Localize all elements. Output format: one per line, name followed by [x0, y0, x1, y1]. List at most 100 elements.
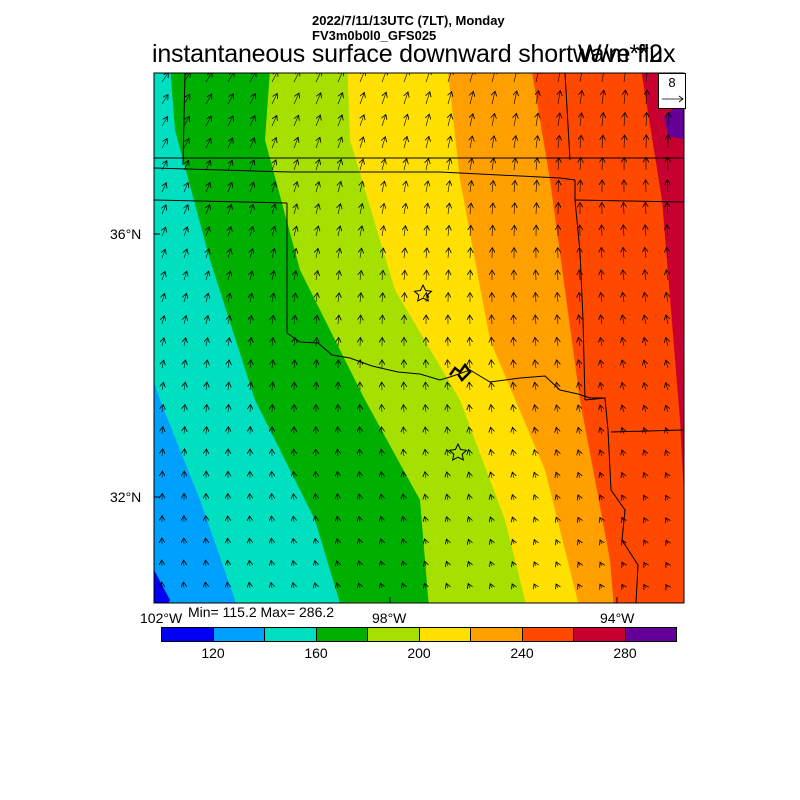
- wind-arrow: [514, 91, 517, 105]
- wind-arrow: [402, 583, 404, 588]
- wind-arrow: [338, 338, 339, 347]
- wind-arrow: [162, 249, 165, 259]
- wind-arrow: [491, 427, 492, 435]
- wind-arrow: [250, 315, 252, 325]
- wind-arrow: [578, 495, 580, 500]
- wind-arrow: [668, 112, 669, 127]
- wind-arrow: [534, 427, 536, 435]
- wind-arrow: [294, 315, 295, 325]
- wind-arrow: [469, 472, 470, 479]
- wind-arrow: [249, 94, 255, 105]
- wind-arrow: [513, 427, 515, 435]
- wind-arrow: [622, 338, 624, 347]
- wind-arrow: [469, 450, 470, 457]
- wind-arrow: [404, 248, 405, 259]
- wind-arrow: [425, 449, 426, 457]
- wind-arrow: [272, 293, 274, 303]
- wind-arrow: [468, 584, 470, 589]
- reference-arrow-icon: [662, 95, 684, 103]
- wind-arrow: [250, 405, 251, 413]
- wind-arrow: [381, 516, 382, 523]
- plot-frame: [153, 72, 685, 604]
- wind-arrow: [206, 183, 210, 193]
- wind-arrow: [293, 583, 294, 588]
- wind-arrow: [556, 562, 558, 566]
- band-300: [664, 101, 684, 140]
- wind-arrow: [512, 540, 514, 545]
- wind-arrow: [513, 405, 514, 413]
- wind-arrow: [447, 517, 449, 522]
- wind-arrow: [470, 158, 472, 171]
- wind-arrow: [206, 205, 210, 215]
- wind-arrow: [558, 158, 559, 171]
- wind-arrow: [492, 225, 493, 237]
- wind-arrow: [666, 585, 668, 588]
- colorbar-label: 160: [304, 645, 328, 661]
- wind-arrow: [227, 94, 234, 105]
- wind-arrow: [206, 293, 208, 303]
- wind-arrow: [644, 540, 646, 544]
- wind-arrow: [271, 116, 277, 127]
- wind-arrow: [184, 360, 186, 369]
- wind-arrow: [271, 93, 277, 105]
- colorbar-segment: [213, 628, 265, 641]
- wind-arrow: [162, 316, 164, 325]
- wind-arrow: [447, 360, 448, 369]
- wind-arrow: [272, 271, 274, 281]
- wind-arrow: [381, 539, 382, 544]
- wind-arrow: [206, 160, 210, 171]
- wind-arrow: [580, 73, 583, 83]
- wind-arrow: [382, 181, 385, 193]
- wind-arrow: [338, 271, 340, 281]
- wind-arrow: [272, 360, 273, 369]
- wind-arrow: [425, 517, 426, 522]
- wind-arrow: [382, 92, 386, 105]
- wind-arrow: [360, 204, 362, 215]
- wind-arrow: [162, 471, 163, 479]
- wind-arrow: [644, 518, 646, 522]
- wind-arrow: [534, 584, 536, 588]
- wind-arrow: [623, 270, 624, 281]
- wind-arrow: [227, 138, 233, 149]
- wind-arrow: [315, 561, 316, 566]
- wind-arrow: [381, 472, 382, 479]
- wind-arrow: [183, 94, 190, 105]
- wind-arrow: [381, 449, 382, 457]
- wind-arrow: [580, 91, 582, 105]
- wind-arrow: [271, 538, 272, 545]
- wind-arrow: [578, 382, 580, 391]
- field-title: instantaneous surface downward shortwave…: [152, 40, 676, 68]
- wind-arrow: [184, 449, 185, 457]
- wind-arrow: [205, 582, 206, 589]
- wind-arrow: [293, 93, 299, 105]
- wind-arrow: [535, 382, 536, 391]
- wind-arrow: [514, 181, 515, 193]
- wind-arrow: [470, 248, 471, 259]
- colorbar-label: 240: [510, 645, 534, 661]
- wind-arrow: [624, 135, 625, 149]
- wind-arrow: [403, 539, 404, 544]
- wind-arrow: [272, 249, 274, 259]
- wind-arrow: [602, 73, 604, 83]
- wind-arrow: [382, 137, 385, 149]
- wind-arrow: [470, 337, 471, 347]
- wind-arrow: [227, 116, 233, 127]
- wind-arrow: [666, 450, 669, 457]
- wind-arrow: [666, 315, 668, 325]
- wind-arrow: [644, 450, 646, 457]
- wind-arrow: [184, 183, 188, 193]
- wind-arrow: [426, 92, 430, 105]
- wind-arrow: [580, 135, 581, 149]
- wind-arrow: [468, 562, 470, 567]
- wind-arrow: [448, 203, 450, 215]
- wind-arrow: [644, 292, 646, 303]
- wind-arrow: [162, 427, 163, 435]
- wind-arrow: [491, 360, 492, 369]
- wind-arrow: [666, 360, 668, 369]
- wind-arrow: [426, 136, 429, 149]
- wind-arrow: [206, 405, 207, 413]
- wind-arrow: [206, 338, 208, 347]
- wind-arrow: [426, 181, 428, 193]
- wind-arrow: [294, 160, 298, 171]
- wind-arrow: [666, 270, 668, 281]
